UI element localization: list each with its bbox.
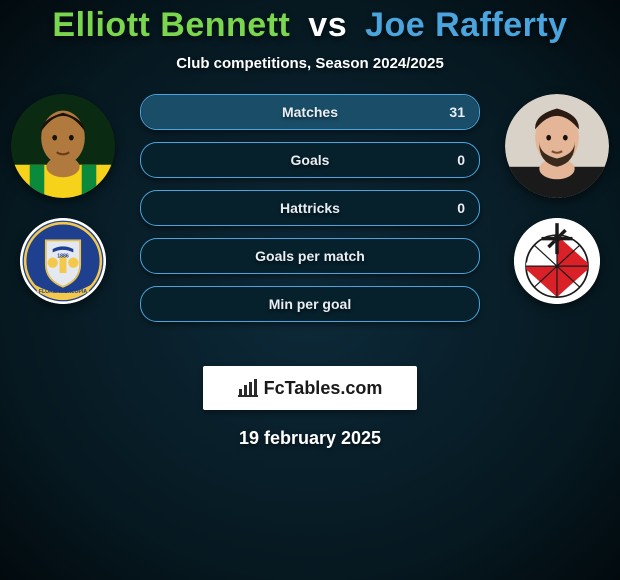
comparison-title: Elliott Bennett vs Joe Rafferty (0, 0, 620, 45)
svg-text:FLOREAT SALOPIA: FLOREAT SALOPIA (39, 289, 88, 295)
stat-bar-hattricks: Hattricks 0 (140, 190, 480, 226)
brand-badge: FcTables.com (203, 366, 417, 410)
player2-crest-svg (514, 218, 600, 304)
stat-right-value: 0 (457, 143, 465, 177)
stat-label: Min per goal (269, 296, 351, 312)
player1-avatar (11, 94, 115, 198)
brand-chart-icon (238, 379, 258, 397)
player1-club-crest: 1886 FLOREAT SALOPIA (20, 218, 106, 304)
brand-text: FcTables.com (264, 378, 383, 399)
stat-bars: Matches 31 Goals 0 Hattricks 0 Goals per… (140, 94, 480, 322)
stat-right-value: 0 (457, 191, 465, 225)
stat-bar-goals: Goals 0 (140, 142, 480, 178)
stat-bar-min-per-goal: Min per goal (140, 286, 480, 322)
stat-label: Hattricks (280, 200, 340, 216)
vs-label: vs (308, 6, 347, 44)
left-column: 1886 FLOREAT SALOPIA (8, 94, 118, 304)
player1-avatar-svg (11, 94, 115, 198)
player1-crest-svg: 1886 FLOREAT SALOPIA (20, 218, 106, 304)
stat-label: Goals per match (255, 248, 365, 264)
player2-name: Joe Rafferty (365, 6, 568, 44)
stat-label: Goals (291, 152, 330, 168)
stat-label: Matches (282, 104, 338, 120)
comparison-arena: 1886 FLOREAT SALOPIA (0, 94, 620, 354)
player2-avatar (505, 94, 609, 198)
stat-bar-matches: Matches 31 (140, 94, 480, 130)
stat-right-value: 31 (449, 95, 465, 129)
comparison-date: 19 february 2025 (0, 428, 620, 449)
stat-bar-goals-per-match: Goals per match (140, 238, 480, 274)
right-column (502, 94, 612, 304)
player1-name: Elliott Bennett (52, 6, 290, 44)
player2-avatar-svg (505, 94, 609, 198)
player2-club-crest (514, 218, 600, 304)
subtitle: Club competitions, Season 2024/2025 (0, 55, 620, 72)
svg-text:1886: 1886 (57, 254, 69, 260)
